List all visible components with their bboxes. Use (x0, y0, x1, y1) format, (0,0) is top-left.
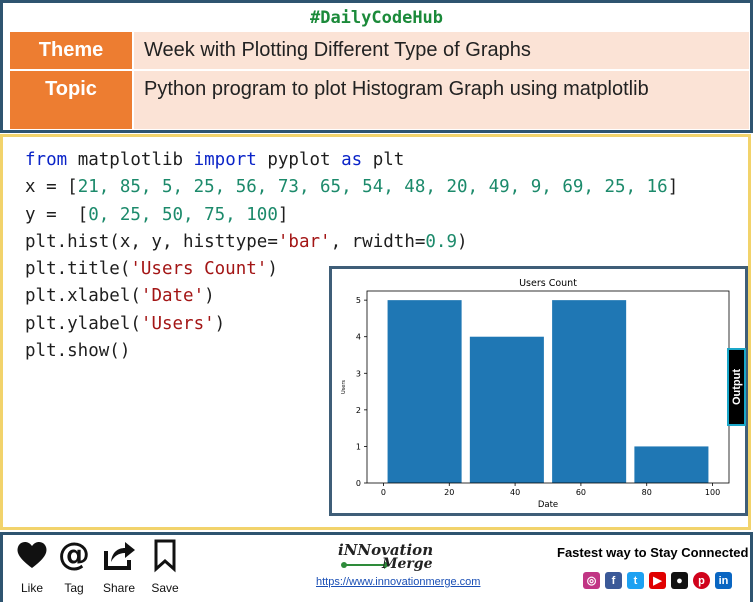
histogram-bar (552, 300, 627, 483)
x-tick-label: 20 (444, 488, 454, 497)
code-text: matplotlib (67, 150, 194, 170)
y-tick-label: 2 (356, 406, 361, 415)
code-line-7: plt.ylabel('Users') (25, 314, 225, 334)
code-number: 0, 25, 50, 75, 100 (88, 204, 278, 225)
x-axis-label: Date (538, 500, 558, 510)
share-action[interactable]: Share (99, 535, 139, 595)
code-line-8: plt.show() (25, 341, 131, 362)
code-text: plt.ylabel( (25, 313, 141, 334)
code-string: 'bar' (277, 231, 331, 252)
tag-action[interactable]: @ Tag (54, 535, 94, 595)
youtube-icon[interactable]: ▶ (649, 572, 666, 589)
code-number: 0.9 (425, 231, 457, 252)
like-action[interactable]: Like (12, 535, 52, 595)
output-tab-label: Output (730, 368, 743, 406)
website-link[interactable]: https://www.innovationmerge.com (316, 576, 481, 588)
y-tick-label: 0 (356, 479, 361, 488)
instagram-icon[interactable]: ◎ (583, 572, 600, 589)
code-text: y = [ (25, 204, 89, 225)
code-text: ) (267, 259, 278, 280)
code-text: ] (667, 177, 679, 198)
tagline: Fastest way to Stay Connected (557, 545, 749, 560)
save-action[interactable]: Save (145, 535, 185, 595)
code-string: 'Users Count' (130, 259, 268, 280)
code-line-5: plt.title('Users Count') (25, 259, 278, 279)
code-string: 'Date' (140, 286, 205, 307)
like-label: Like (20, 581, 43, 595)
linkedin-icon[interactable]: in (715, 572, 732, 589)
hashtag-title: #DailyCodeHub (309, 8, 444, 28)
keyword: from (25, 150, 68, 170)
x-tick-label: 40 (510, 488, 520, 497)
y-tick-label: 5 (356, 296, 361, 305)
chart-title: Users Count (519, 278, 577, 289)
footer-panel: Like @ Tag Share Save (0, 532, 753, 602)
code-text: plt.xlabel( (25, 286, 141, 307)
logo-arrow-icon (341, 561, 390, 569)
at-sign-icon: @ (58, 535, 90, 573)
pinterest-icon[interactable]: p (693, 572, 710, 589)
bookmark-icon (154, 539, 176, 573)
svg-text:@: @ (58, 535, 90, 573)
histogram-bar (387, 300, 462, 483)
x-tick-label: 100 (705, 488, 720, 497)
x-tick-label: 80 (642, 488, 652, 497)
code-line-4: plt.hist(x, y, histtype='bar', rwidth=0.… (25, 232, 468, 252)
output-tab: Output (727, 348, 746, 426)
y-tick-label: 1 (356, 442, 361, 451)
code-line-6: plt.xlabel('Date') (25, 286, 215, 306)
output-panel: 0 20 40 60 80 100 0 1 2 3 4 5 Users Count Date Users (329, 266, 748, 516)
y-tick-label: 3 (356, 369, 361, 378)
code-text: ] (277, 204, 289, 225)
theme-value: Week with Plotting Different Type of Gra… (134, 32, 749, 69)
save-label: Save (151, 581, 179, 595)
code-text: , rwidth= (330, 231, 426, 252)
tag-label: Tag (64, 581, 84, 595)
code-text: plt.hist(x, y, histtype= (25, 231, 278, 252)
code-block: from matplotlib import pyplot as plt x =… (25, 147, 678, 365)
code-text: ) (204, 286, 215, 307)
logo-text: iNNovation (338, 541, 434, 559)
code-line-1: from matplotlib import pyplot as plt (25, 150, 404, 170)
code-number: 21, 85, 5, 25, 56, 73, 65, 54, 48, 20, 4… (77, 177, 668, 198)
code-line-2: x = [21, 85, 5, 25, 56, 73, 65, 54, 48, … (25, 177, 678, 197)
code-text: x = [ (25, 177, 78, 198)
share-icon (104, 542, 135, 570)
keyword: as (341, 150, 363, 170)
keyword: import (193, 150, 257, 170)
logo-subtext: Merge (382, 556, 433, 572)
topic-label: Topic (10, 71, 132, 129)
header-panel: #DailyCodeHub Theme Week with Plotting D… (0, 0, 753, 133)
facebook-icon[interactable]: f (605, 572, 622, 589)
github-icon[interactable]: ● (671, 572, 688, 589)
x-tick-label: 0 (381, 488, 386, 497)
code-text: ) (457, 231, 468, 252)
heart-icon (17, 541, 47, 568)
theme-label: Theme (10, 32, 132, 69)
code-string: 'Users' (140, 313, 215, 334)
code-text: ) (214, 313, 226, 334)
share-label: Share (102, 581, 136, 595)
histogram-chart: 0 20 40 60 80 100 0 1 2 3 4 5 Users Count Date Users (341, 278, 730, 510)
code-text: pyplot (256, 150, 342, 170)
y-tick-label: 4 (356, 333, 361, 342)
twitter-icon[interactable]: t (627, 572, 644, 589)
x-tick-label: 60 (576, 488, 586, 497)
code-text: plt (362, 150, 405, 170)
code-text: plt.title( (25, 259, 131, 280)
code-line-3: y = [0, 25, 50, 75, 100] (25, 205, 288, 225)
y-axis-label: Users (341, 380, 347, 394)
histogram-bar (634, 446, 709, 483)
histogram-bar (469, 336, 544, 483)
topic-value: Python program to plot Histogram Graph u… (134, 71, 749, 129)
